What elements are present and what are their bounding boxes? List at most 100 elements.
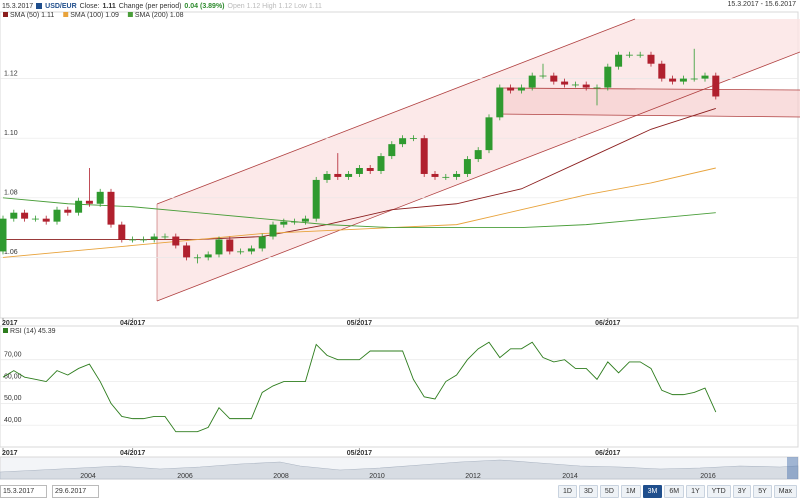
candle-body <box>42 218 50 222</box>
legend-swatch <box>127 12 133 17</box>
x-tick-label: 2017 <box>2 450 18 457</box>
legend-swatch <box>3 12 8 17</box>
candle-body <box>474 150 482 160</box>
candle-body <box>409 138 417 139</box>
x-tick-label: 05/2017 <box>347 450 372 457</box>
candle-body <box>561 81 569 85</box>
candle-body <box>647 54 655 64</box>
to-input[interactable]: 29.6.2017 <box>52 485 99 498</box>
y-tick-label: 40,00 <box>4 417 22 424</box>
candle-body <box>615 54 623 67</box>
candle-body <box>388 144 396 157</box>
line <box>2 341 717 433</box>
candle-body <box>85 200 93 204</box>
navigator-label: 2008 <box>273 473 289 480</box>
candle-body <box>53 209 61 222</box>
candle-body <box>550 75 558 82</box>
candle-body <box>345 173 353 177</box>
candle-body <box>247 248 255 252</box>
rsi-title: RSI (14) 45.39 <box>10 328 56 335</box>
range-button[interactable]: 1M <box>620 485 641 498</box>
candle-body <box>31 218 39 220</box>
candle-body <box>453 173 461 177</box>
candle-body <box>463 159 471 174</box>
range-box <box>497 88 800 117</box>
from-input[interactable]: 15.3.2017 <box>0 485 47 498</box>
x-tick-label: 06/2017 <box>595 320 620 327</box>
candle-body <box>96 191 104 204</box>
navigator-label: 2012 <box>465 473 481 480</box>
candle-body <box>183 245 191 258</box>
candle-body <box>701 75 709 79</box>
candle-body <box>420 138 428 174</box>
close-value: 1.11 <box>102 2 116 10</box>
navigator-area <box>0 459 799 480</box>
candle-body <box>301 218 309 222</box>
candle-body <box>669 78 677 82</box>
candle-body <box>237 251 245 253</box>
header: 15.3.2017 USD/EUR Close: 1.11 Change (pe… <box>2 1 322 11</box>
candle-body <box>10 212 18 219</box>
x-tick-label: 04/2017 <box>120 450 145 457</box>
range-button[interactable]: 1Y <box>686 485 705 498</box>
range-button[interactable]: Max <box>773 485 797 498</box>
candle-body <box>323 173 331 180</box>
y-tick-label: 1.06 <box>4 249 18 256</box>
candle-body <box>366 168 374 171</box>
close-label: Close: <box>79 2 100 10</box>
candle-body <box>0 218 7 252</box>
candle-body <box>258 236 266 249</box>
candle-body <box>528 75 536 88</box>
date-range: 15.3.2017 - 15.6.2017 <box>727 1 796 8</box>
symbol: USD/EUR <box>45 2 77 10</box>
x-tick-label: 04/2017 <box>120 320 145 327</box>
navigator-label: 2016 <box>700 473 716 480</box>
legend-label: SMA (50) 1.11 <box>10 12 54 19</box>
candle-body <box>431 173 439 177</box>
candle-body <box>204 254 212 258</box>
candle-body <box>64 209 72 213</box>
ohl: Open 1.12 High 1.12 Low 1.11 <box>227 2 322 10</box>
candle-body <box>118 224 126 240</box>
candle-body <box>129 239 137 241</box>
candle-body <box>571 84 579 86</box>
line <box>2 197 716 229</box>
range-button[interactable]: 5Y <box>753 485 772 498</box>
legend-swatch <box>3 328 8 333</box>
range-button[interactable]: 3D <box>578 485 598 498</box>
candle-body <box>485 117 493 151</box>
candle-body <box>280 221 288 225</box>
range-button[interactable]: YTD <box>706 485 731 498</box>
range-button[interactable]: 5D <box>599 485 619 498</box>
navigator-label: 2006 <box>177 473 193 480</box>
navigator-label: 2014 <box>562 473 578 480</box>
y-tick-label: 1.08 <box>4 190 18 197</box>
range-bottom <box>496 113 800 118</box>
candle-body <box>507 87 515 91</box>
symbol-icon <box>36 3 43 9</box>
candle-body <box>593 87 601 89</box>
candle-body <box>496 87 504 118</box>
range-top <box>496 87 800 91</box>
navigator-label: 2004 <box>80 473 96 480</box>
range-button[interactable]: 6M <box>664 485 685 498</box>
range-button[interactable]: 3M <box>642 485 663 498</box>
candle-body <box>161 236 169 238</box>
candle-body <box>215 239 223 255</box>
line <box>2 167 716 258</box>
x-tick-label: 06/2017 <box>595 450 620 457</box>
candle-body <box>193 257 201 259</box>
navigator-selection[interactable] <box>787 457 798 479</box>
candle-body <box>291 221 299 223</box>
x-tick-label: 05/2017 <box>347 320 372 327</box>
candle-body <box>399 138 407 145</box>
range-button[interactable]: 1D <box>558 485 577 498</box>
candle-body <box>75 200 83 213</box>
candle-body <box>107 191 115 225</box>
candle-body <box>442 176 450 178</box>
legend-label: SMA (100) 1.09 <box>70 12 119 19</box>
y-tick-label: 1.10 <box>4 130 18 137</box>
range-button[interactable]: 3Y <box>732 485 752 498</box>
